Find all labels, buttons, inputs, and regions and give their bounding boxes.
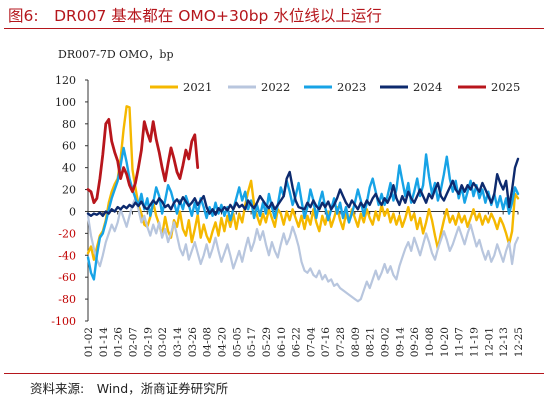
footer-divider xyxy=(4,373,544,374)
x-tick-label: 01-14 xyxy=(98,327,110,358)
x-axis: 01-02 01-14 01-26 02-07 02-19 03-02 03-14 03-26… xyxy=(83,210,525,358)
x-tick-label: 06-22 xyxy=(291,327,303,357)
x-tick-label: 09-02 xyxy=(380,327,392,357)
x-tick-label: 01-26 xyxy=(113,327,125,358)
x-tick-label: 03-26 xyxy=(187,327,199,358)
y-tick-label: 0 xyxy=(69,205,76,218)
legend: 2021 2022 2023 2024 2025 xyxy=(150,80,520,94)
y-tick-label: 40 xyxy=(62,162,76,175)
x-tick-label: 05-05 xyxy=(231,327,243,357)
legend-label-2023: 2023 xyxy=(337,80,366,94)
x-tick-label: 04-08 xyxy=(202,327,214,357)
x-tick-label: 05-17 xyxy=(246,327,258,357)
title-divider xyxy=(4,28,544,29)
series-line-2024 xyxy=(86,157,520,217)
x-tick-label: 08-21 xyxy=(365,327,377,357)
x-tick-label: 10-20 xyxy=(439,327,451,357)
series-line-2025 xyxy=(86,118,200,205)
x-tick-label: 03-14 xyxy=(172,327,184,358)
x-tick-label: 11-07 xyxy=(454,327,466,357)
x-tick-label: 01-02 xyxy=(83,327,95,357)
x-tick-label: 08-09 xyxy=(350,327,362,357)
x-tick-label: 06-10 xyxy=(276,327,288,357)
y-tick-label: -80 xyxy=(58,293,76,306)
x-tick-label: 12-01 xyxy=(483,327,495,357)
legend-label-2022: 2022 xyxy=(261,80,290,94)
legend-label-2025: 2025 xyxy=(491,80,520,94)
y-tick-label: 120 xyxy=(55,74,76,87)
x-tick-label: 03-02 xyxy=(157,327,169,357)
source-note: 资料来源: Wind，浙商证券研究所 xyxy=(30,381,229,396)
x-tick-label: 12-25 xyxy=(513,327,525,357)
legend-label-2021: 2021 xyxy=(183,80,212,94)
series-line-2022 xyxy=(86,197,520,303)
x-tick-label: 07-28 xyxy=(335,327,347,357)
x-tick-label: 02-19 xyxy=(142,327,154,357)
series-lines xyxy=(86,105,520,303)
x-tick-label: 04-20 xyxy=(216,327,228,357)
unit-label: DR007-7D OMO，bp xyxy=(58,48,174,61)
x-tick-label: 11-19 xyxy=(469,327,481,357)
y-tick-label: 80 xyxy=(62,118,76,131)
y-tick-label: 20 xyxy=(62,184,76,197)
x-tick-label: 07-16 xyxy=(320,327,332,358)
x-tick-label: 02-07 xyxy=(127,327,139,357)
y-tick-label: -40 xyxy=(58,249,76,262)
series-line-2023 xyxy=(86,146,520,281)
legend-label-2024: 2024 xyxy=(413,80,442,94)
y-tick-label: -100 xyxy=(51,315,76,328)
x-tick-label: 09-26 xyxy=(409,327,421,358)
y-tick-label: 60 xyxy=(62,140,76,153)
x-tick-label: 10-08 xyxy=(424,327,436,357)
x-tick-label: 07-04 xyxy=(305,327,317,358)
chart-title: 图6: DR007 基本都在 OMO+30bp 水位线以上运行 xyxy=(8,7,382,25)
y-tick-label: -60 xyxy=(58,271,76,284)
x-tick-label: 05-29 xyxy=(261,327,273,357)
y-tick-label: 100 xyxy=(55,96,76,109)
x-tick-label: 09-14 xyxy=(394,327,406,358)
x-tick-label: 12-13 xyxy=(498,327,510,357)
y-tick-label: -20 xyxy=(58,227,76,240)
y-axis: -100 -80 -60 -40 -20 0 20 40 60 80 100 120 xyxy=(51,74,89,328)
